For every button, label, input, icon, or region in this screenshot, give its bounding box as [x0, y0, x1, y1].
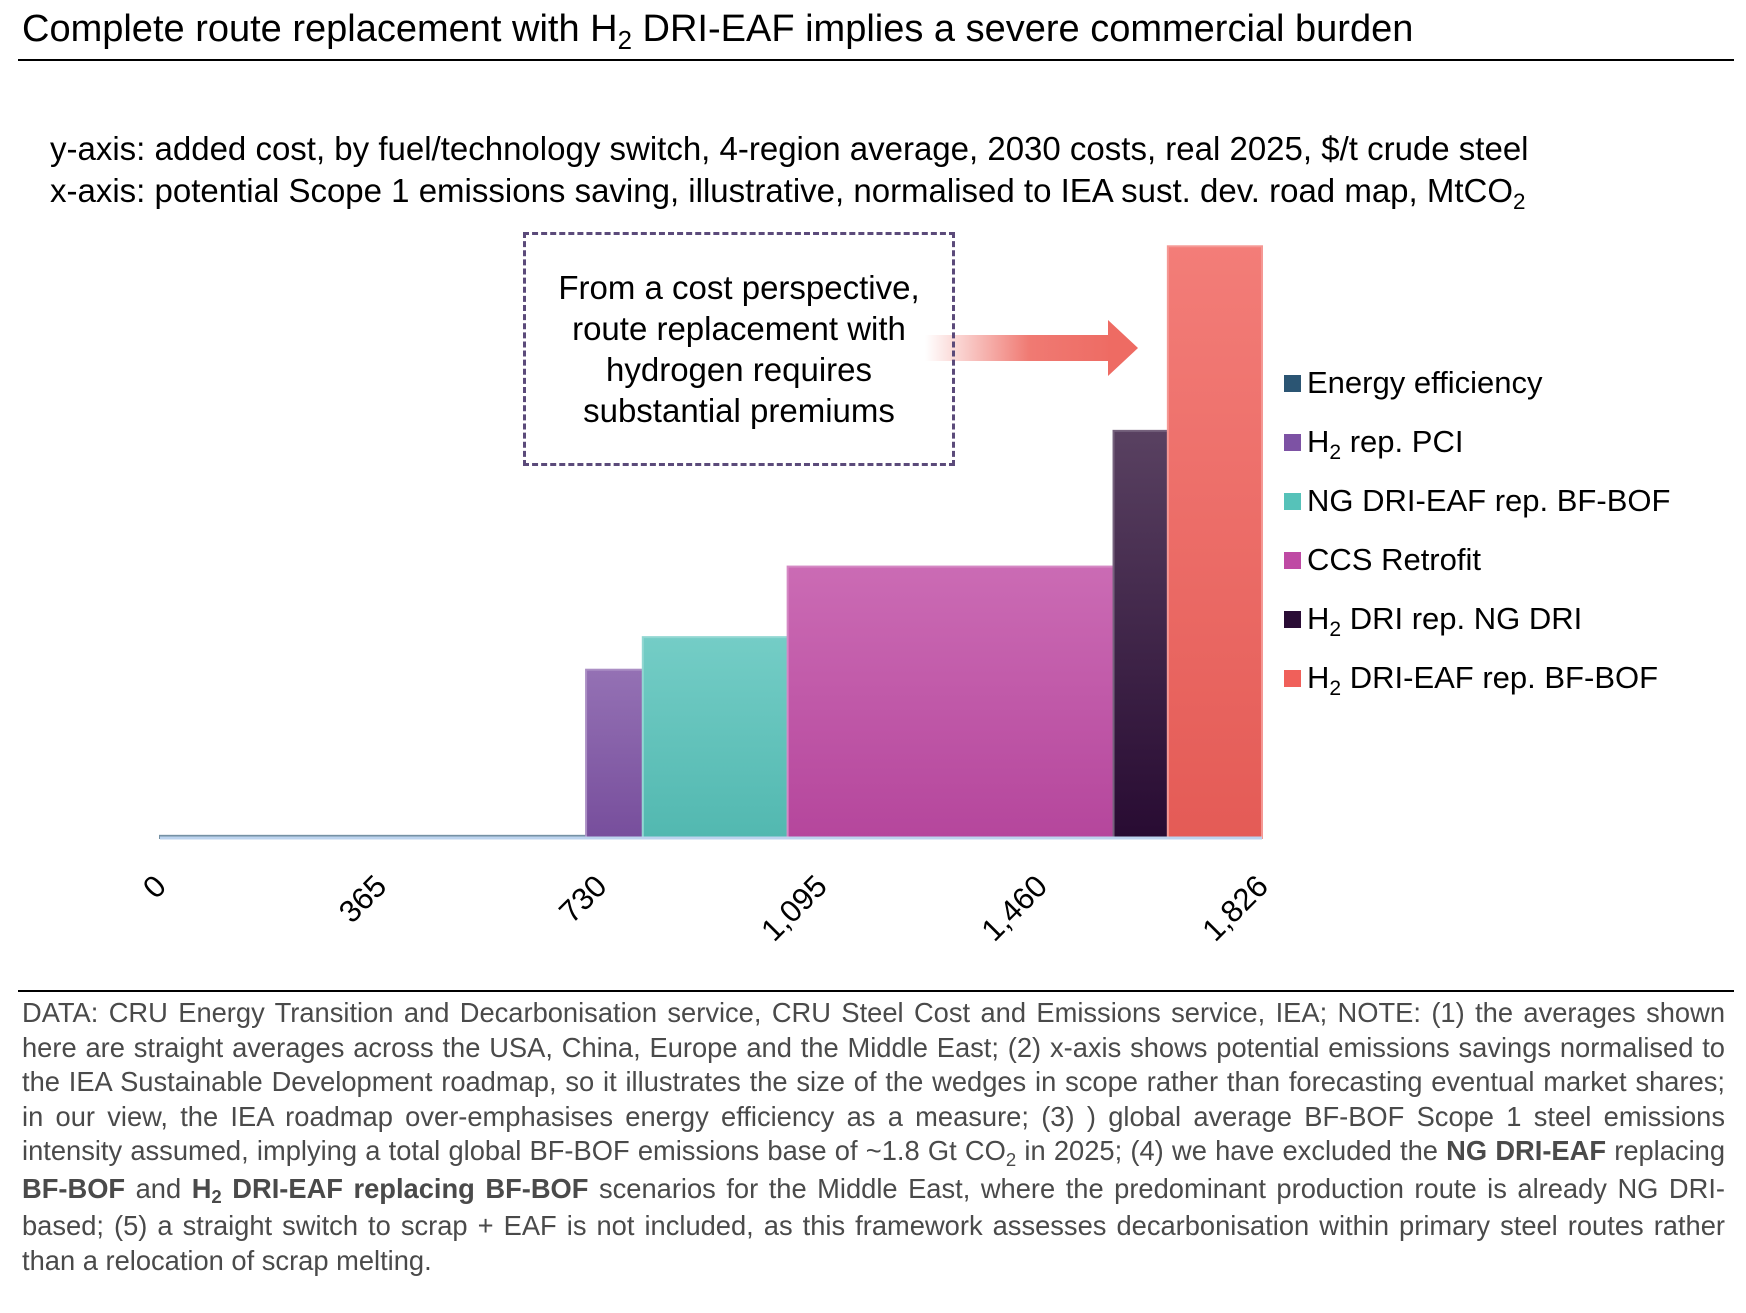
bar-h2-dri-rep-ng-dri — [1112, 429, 1169, 839]
legend-label: Energy efficiency — [1307, 365, 1543, 400]
footnote: DATA: CRU Energy Transition and Decarbon… — [22, 997, 1726, 1276]
x-tick-label: 1,460 — [974, 868, 1054, 948]
x-tick-label: 365 — [332, 868, 393, 929]
legend-item-h2-dri-rep-ng-dri: H2 DRI rep. NG DRI — [1284, 601, 1583, 641]
x-tick-labels: 0 365 730 1,095 1,460 1,826 — [136, 868, 1275, 948]
legend-swatch — [1284, 492, 1301, 510]
x-axis-description: x-axis: potential Scope 1 emissions savi… — [50, 172, 1526, 215]
legend-item-ng-dri-eaf: NG DRI-EAF rep. BF-BOF — [1284, 483, 1670, 519]
legend-label: H2 rep. PCI — [1307, 424, 1464, 464]
title-divider — [18, 59, 1734, 61]
x-tick-label: 730 — [552, 868, 613, 929]
legend-swatch — [1284, 374, 1301, 392]
legend-swatch — [1284, 610, 1301, 628]
legend-label: NG DRI-EAF rep. BF-BOF — [1307, 483, 1671, 518]
legend-item-h2-dri-eaf-rep-bf-bof: H2 DRI-EAF rep. BF-BOF — [1284, 660, 1659, 700]
chart-title: Complete route replacement with H2 DRI-E… — [22, 8, 1414, 56]
x-tick-label: 1,095 — [754, 868, 834, 948]
legend-label: H2 DRI rep. NG DRI — [1307, 601, 1583, 641]
legend-swatch — [1284, 433, 1301, 451]
callout-box: From a cost perspective, route replaceme… — [523, 232, 955, 466]
legend-item-ccs-retrofit: CCS Retrofit — [1284, 542, 1481, 578]
legend-item-energy-efficiency: Energy efficiency — [1284, 365, 1543, 401]
legend-label: CCS Retrofit — [1307, 542, 1481, 577]
x-tick-label: 1,826 — [1195, 868, 1275, 948]
legend-label: H2 DRI-EAF rep. BF-BOF — [1307, 660, 1659, 700]
legend-swatch — [1284, 669, 1301, 687]
bar-h2-rep-pci — [585, 668, 644, 840]
legend-swatch — [1284, 551, 1301, 569]
y-axis-description: y-axis: added cost, by fuel/technology s… — [50, 130, 1529, 167]
cost-curve-chart: 0 365 730 1,095 1,460 1,826 — [136, 245, 1275, 948]
bar-ccs-retrofit — [786, 565, 1115, 839]
footnote-divider — [18, 990, 1734, 992]
bar-h2-dri-eaf-rep-bf-bof — [1166, 245, 1264, 840]
legend-item-h2-rep-pci: H2 rep. PCI — [1284, 424, 1464, 464]
bar-ng-dri-eaf — [641, 636, 789, 840]
callout-arrow — [925, 320, 1138, 376]
x-tick-label: 0 — [136, 868, 173, 905]
